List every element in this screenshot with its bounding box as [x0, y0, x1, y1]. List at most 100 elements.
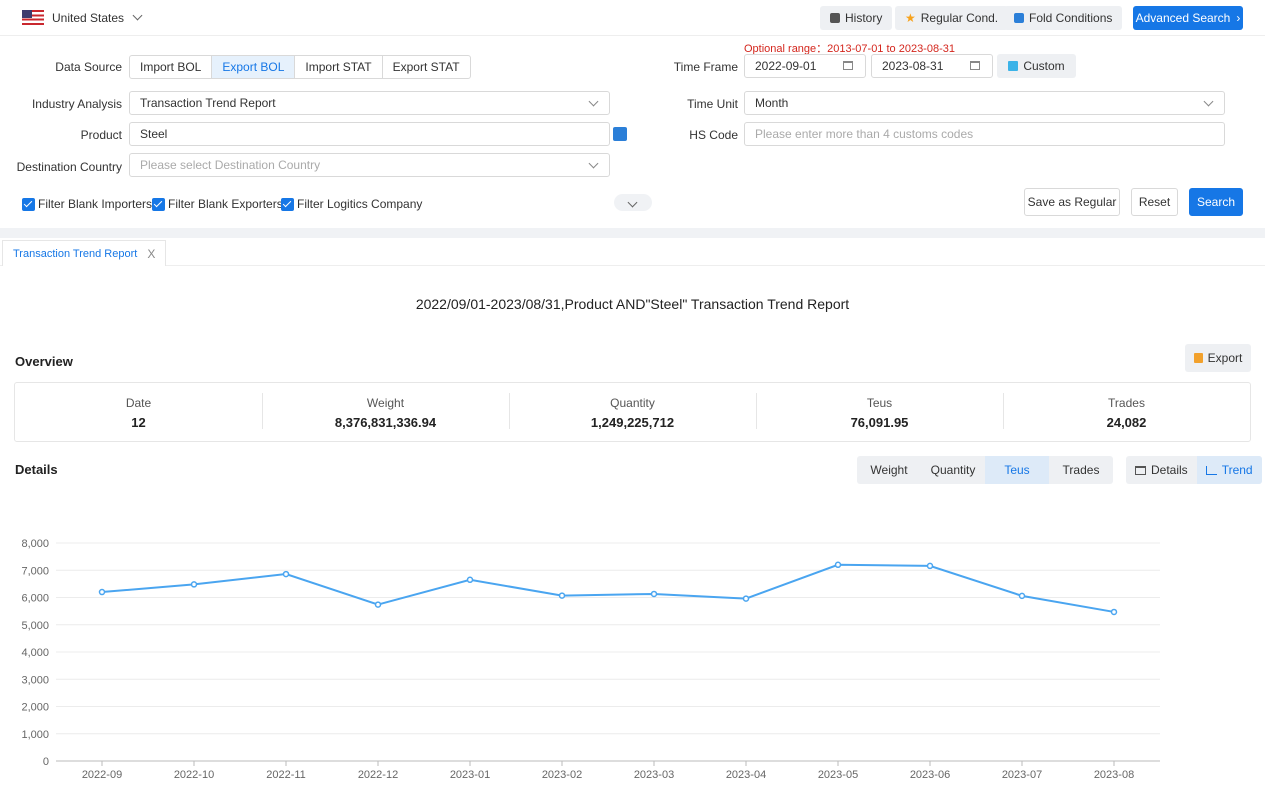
data-source-export-bol[interactable]: Export BOL [212, 56, 296, 78]
country-label: United States [52, 10, 125, 25]
checkbox-checked-icon [152, 197, 165, 211]
star-icon: ★ [905, 11, 916, 25]
history-button[interactable]: History [820, 6, 893, 30]
view-selector: Details Trend [1126, 456, 1262, 484]
export-button[interactable]: Export [1185, 344, 1251, 372]
advanced-search-button[interactable]: Advanced Search › [1133, 6, 1243, 30]
close-icon[interactable]: X [147, 246, 156, 261]
overview-date: Date 12 [15, 383, 262, 441]
data-source-import-stat[interactable]: Import STAT [295, 56, 383, 78]
x-tick-label: 2022-11 [266, 769, 306, 781]
y-tick-label: 6,000 [21, 593, 49, 605]
series-line [101, 563, 1115, 613]
date-from-value: 2022-09-01 [755, 59, 817, 73]
time-unit-label: Time Unit [687, 97, 738, 111]
overview-weight: Weight 8,376,831,336.94 [262, 383, 509, 441]
line-chart-icon [1205, 465, 1217, 475]
y-tick-label: 8,000 [21, 538, 49, 550]
x-tick-label: 2023-07 [1002, 769, 1042, 781]
y-tick-label: 2,000 [21, 702, 49, 714]
expand-toggle[interactable] [614, 194, 652, 211]
data-point[interactable] [834, 561, 842, 569]
date-to-input[interactable]: 2023-08-31 [871, 54, 993, 78]
metric-trades[interactable]: Trades [1062, 463, 1100, 477]
x-tick-label: 2023-01 [450, 769, 490, 781]
data-point[interactable] [558, 592, 566, 599]
chevron-right-icon: › [1236, 11, 1241, 25]
custom-label: Custom [1023, 59, 1065, 73]
data-point[interactable] [282, 570, 290, 578]
tab-bar: Transaction Trend Report X [0, 238, 1265, 266]
overview-value: 1,249,225,712 [590, 415, 675, 430]
overview-key: Trades [1108, 396, 1145, 410]
save-as-regular-button[interactable]: Save as Regular [1024, 188, 1120, 216]
fold-icon [1014, 13, 1024, 23]
data-point[interactable] [926, 562, 934, 570]
data-point[interactable] [1018, 592, 1026, 600]
metric-weight[interactable]: Weight [870, 463, 908, 477]
industry-analysis-label: Industry Analysis [31, 97, 122, 111]
data-point[interactable] [1110, 608, 1118, 616]
chevron-down-icon [588, 96, 599, 107]
x-tick-label: 2023-03 [634, 769, 674, 781]
metric-selector: Weight Quantity Teus Trades [857, 456, 1113, 484]
calendar-icon [843, 61, 853, 70]
tab-transaction-trend-report[interactable]: Transaction Trend Report X [2, 240, 167, 266]
trend-chart: 0 1,000 2,000 3,000 4,000 5,000 6,000 7,000 8,00… [21, 538, 1160, 781]
data-point[interactable] [98, 588, 106, 596]
regular-cond-button[interactable]: ★ Regular Cond. [895, 6, 1009, 30]
chevron-down-icon [1203, 96, 1214, 107]
y-tick-label: 5,000 [21, 620, 49, 632]
us-flag-icon [22, 10, 44, 25]
x-axis: 2022-09 2022-10 2022-11 2022-12 2023-01 2023-… [82, 761, 1134, 781]
filter-logistics-company-checkbox[interactable]: Filter Logitics Company [281, 197, 422, 211]
data-point[interactable] [190, 581, 198, 588]
y-tick-label: 3,000 [21, 674, 49, 686]
time-unit-select[interactable]: Month [744, 91, 1225, 115]
y-tick-label: 0 [43, 756, 49, 768]
x-tick-label: 2023-05 [818, 769, 858, 781]
overview-value: 24,082 [1106, 415, 1147, 430]
data-point[interactable] [374, 601, 382, 608]
reset-button[interactable]: Reset [1131, 188, 1178, 216]
data-source-import-bol[interactable]: Import BOL [130, 56, 213, 78]
product-label: Product [80, 128, 122, 142]
overview-key: Date [125, 396, 152, 410]
advanced-search-label: Advanced Search [1135, 11, 1231, 25]
custom-button[interactable]: Custom [997, 54, 1076, 78]
overview-key: Quantity [610, 396, 655, 410]
data-source-export-stat[interactable]: Export STAT [392, 60, 460, 74]
view-trend[interactable]: Trend [1196, 456, 1262, 484]
destination-country-label: Destination Country [16, 160, 122, 174]
chevron-down-icon [132, 10, 143, 21]
history-label: History [845, 11, 883, 25]
data-point[interactable] [466, 576, 474, 584]
translate-icon[interactable] [613, 127, 627, 141]
fold-conditions-button[interactable]: Fold Conditions [1004, 6, 1123, 30]
history-icon [830, 13, 840, 23]
x-tick-label: 2023-04 [726, 769, 766, 781]
filter-blank-exporters-checkbox[interactable]: Filter Blank Exporters [152, 197, 283, 211]
date-to-value: 2023-08-31 [882, 59, 944, 73]
hs-code-input[interactable]: Please enter more than 4 customs codes [744, 122, 1225, 146]
country-selector[interactable]: United States [22, 10, 143, 25]
tab-label: Transaction Trend Report [13, 247, 138, 260]
data-point[interactable] [742, 595, 750, 602]
overview-teus: Teus 76,091.95 [756, 383, 1003, 441]
search-button[interactable]: Search [1189, 188, 1243, 216]
regular-cond-label: Regular Cond. [920, 11, 999, 25]
overview-quantity: Quantity 1,249,225,712 [509, 383, 756, 441]
data-point[interactable] [650, 590, 658, 598]
optional-range-note: Optional range：2013-07-01 to 2023-08-31 [744, 43, 955, 55]
product-input[interactable]: Steel [129, 122, 610, 146]
overview-key: Weight [366, 396, 405, 410]
view-details[interactable]: Details [1126, 456, 1197, 484]
industry-analysis-select[interactable]: Transaction Trend Report [129, 91, 610, 115]
destination-country-placeholder: Please select Destination Country [140, 158, 321, 172]
filter-label: Filter Logitics Company [297, 197, 423, 211]
date-from-input[interactable]: 2022-09-01 [744, 54, 866, 78]
filter-blank-importers-checkbox[interactable]: Filter Blank Importers [22, 197, 152, 211]
metric-teus[interactable]: Teus [985, 456, 1049, 484]
metric-quantity[interactable]: Quantity [930, 463, 976, 477]
destination-country-select[interactable]: Please select Destination Country [129, 153, 610, 177]
